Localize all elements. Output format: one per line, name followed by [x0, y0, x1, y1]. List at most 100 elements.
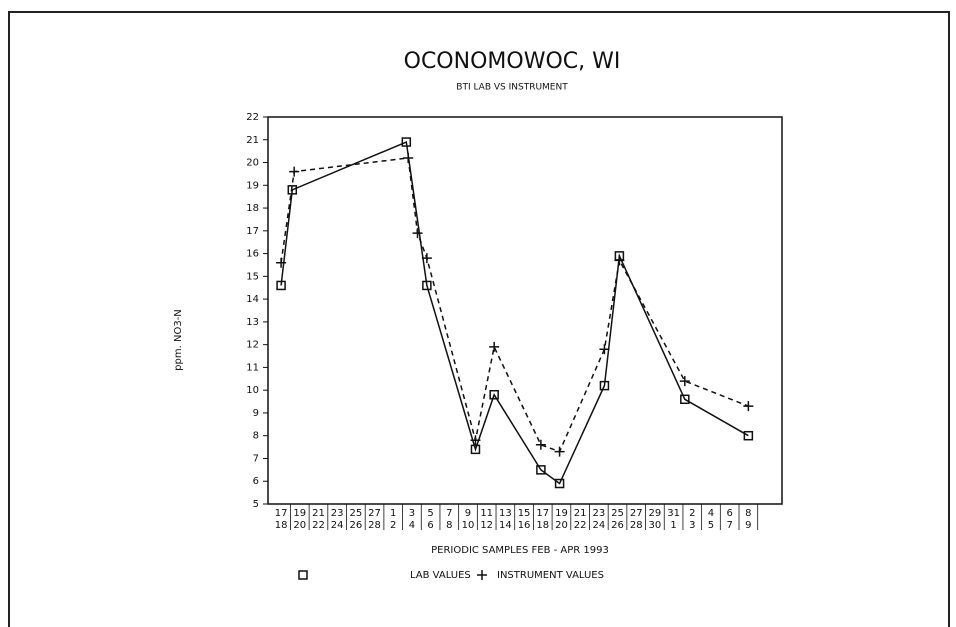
chart-title: OCONOMOWOC, WI — [404, 49, 621, 74]
y-axis-label: ppm. NO3-N — [173, 309, 184, 371]
y-tick-label: 12 — [246, 340, 259, 351]
x-tick-label: 27 — [368, 508, 381, 519]
x-tick-label: 25 — [611, 508, 624, 519]
plot-frame — [267, 116, 783, 505]
point — [489, 341, 500, 352]
point — [403, 152, 414, 163]
x-tick-label: 30 — [649, 520, 662, 531]
x-tick-label: 17 — [275, 508, 288, 519]
x-tick-label: 15 — [518, 508, 531, 519]
y-tick-label: 18 — [246, 203, 259, 214]
x-tick-label: 17 — [536, 508, 549, 519]
y-tick-label: 19 — [246, 180, 259, 191]
x-tick-label: 7 — [726, 520, 732, 531]
point — [276, 280, 286, 291]
y-tick-label: 22 — [246, 112, 259, 123]
x-tick-label: 8 — [745, 508, 751, 519]
x-tick-label: 22 — [312, 520, 325, 531]
point — [421, 253, 432, 264]
x-tick-label: 25 — [349, 508, 362, 519]
series-line — [280, 140, 749, 485]
point — [679, 376, 690, 387]
x-tick-label: 24 — [331, 520, 344, 531]
x-tick-label: 21 — [312, 508, 325, 519]
y-tick-label: 16 — [246, 249, 259, 260]
x-tick-label: 11 — [480, 508, 493, 519]
x-tick-label: 24 — [592, 520, 605, 531]
y-tick-label: 5 — [253, 499, 259, 510]
y-tick-label: 21 — [246, 135, 259, 146]
point — [599, 380, 610, 391]
x-tick-label: 29 — [649, 508, 662, 519]
x-axis-label: PERIODIC SAMPLES FEB - APR 1993 — [431, 545, 609, 556]
point — [276, 257, 287, 268]
x-tick-label: 26 — [611, 520, 624, 531]
x-tick-label: 23 — [592, 508, 605, 519]
y-tick-label: 6 — [253, 476, 259, 487]
point — [535, 439, 546, 450]
x-tick-label: 2 — [689, 508, 695, 519]
point — [470, 444, 481, 455]
point — [680, 394, 690, 405]
point — [536, 465, 546, 475]
x-tick-label: 8 — [446, 520, 452, 531]
y-tick-label: 13 — [246, 317, 259, 328]
x-tick-label: 16 — [518, 520, 531, 531]
x-tick-label: 28 — [630, 520, 643, 531]
x-tick-label: 9 — [465, 508, 471, 519]
x-tick-label: 4 — [409, 520, 415, 531]
y-tick-label: 20 — [246, 158, 259, 169]
chart-subtitle: BTI LAB VS INSTRUMENT — [456, 83, 568, 93]
point — [743, 430, 754, 441]
x-tick-label: 26 — [349, 520, 362, 531]
x-tick-label: 9 — [745, 520, 751, 531]
y-tick-label: 9 — [253, 408, 259, 419]
x-tick-label: 10 — [462, 520, 475, 531]
point — [489, 389, 499, 400]
x-tick-label: 20 — [555, 520, 568, 531]
x-tick-label: 5 — [708, 520, 714, 531]
point — [298, 570, 308, 580]
point — [554, 446, 565, 457]
x-tick-label: 1 — [670, 520, 676, 531]
x-tick-label: 13 — [499, 508, 512, 519]
point — [599, 344, 610, 355]
point — [412, 228, 423, 239]
x-tick-label: 4 — [708, 508, 714, 519]
x-tick-label: 18 — [536, 520, 549, 531]
x-tick-label: 27 — [630, 508, 643, 519]
frame — [8, 11, 950, 627]
x-tick-label: 6 — [726, 508, 732, 519]
x-tick-label: 5 — [427, 508, 433, 519]
x-tick-label: 12 — [480, 520, 493, 531]
legend-label: LAB VALUES — [410, 570, 471, 581]
y-tick-label: 10 — [246, 385, 259, 396]
x-tick-label: 6 — [427, 520, 433, 531]
point — [477, 570, 487, 580]
series-line — [280, 157, 749, 453]
x-tick-label: 18 — [275, 520, 288, 531]
y-tick-label: 14 — [246, 294, 259, 305]
legend-label: INSTRUMENT VALUES — [497, 570, 604, 581]
point — [554, 478, 565, 489]
y-tick-label: 17 — [246, 226, 259, 237]
point — [289, 166, 300, 177]
x-tick-label: 7 — [446, 508, 452, 519]
point — [287, 185, 298, 195]
point — [401, 137, 412, 147]
y-tick-label: 7 — [253, 453, 259, 464]
point — [470, 435, 481, 446]
y-tick-label: 8 — [253, 431, 259, 442]
x-tick-label: 3 — [409, 508, 415, 519]
point — [422, 280, 432, 291]
x-tick-label: 14 — [499, 520, 512, 531]
x-tick-label: 19 — [555, 508, 568, 519]
x-tick-label: 19 — [293, 508, 306, 519]
point — [614, 255, 625, 266]
x-tick-label: 1 — [390, 508, 396, 519]
x-tick-label: 2 — [390, 520, 396, 531]
x-tick-label: 31 — [667, 508, 680, 519]
point — [743, 401, 754, 412]
